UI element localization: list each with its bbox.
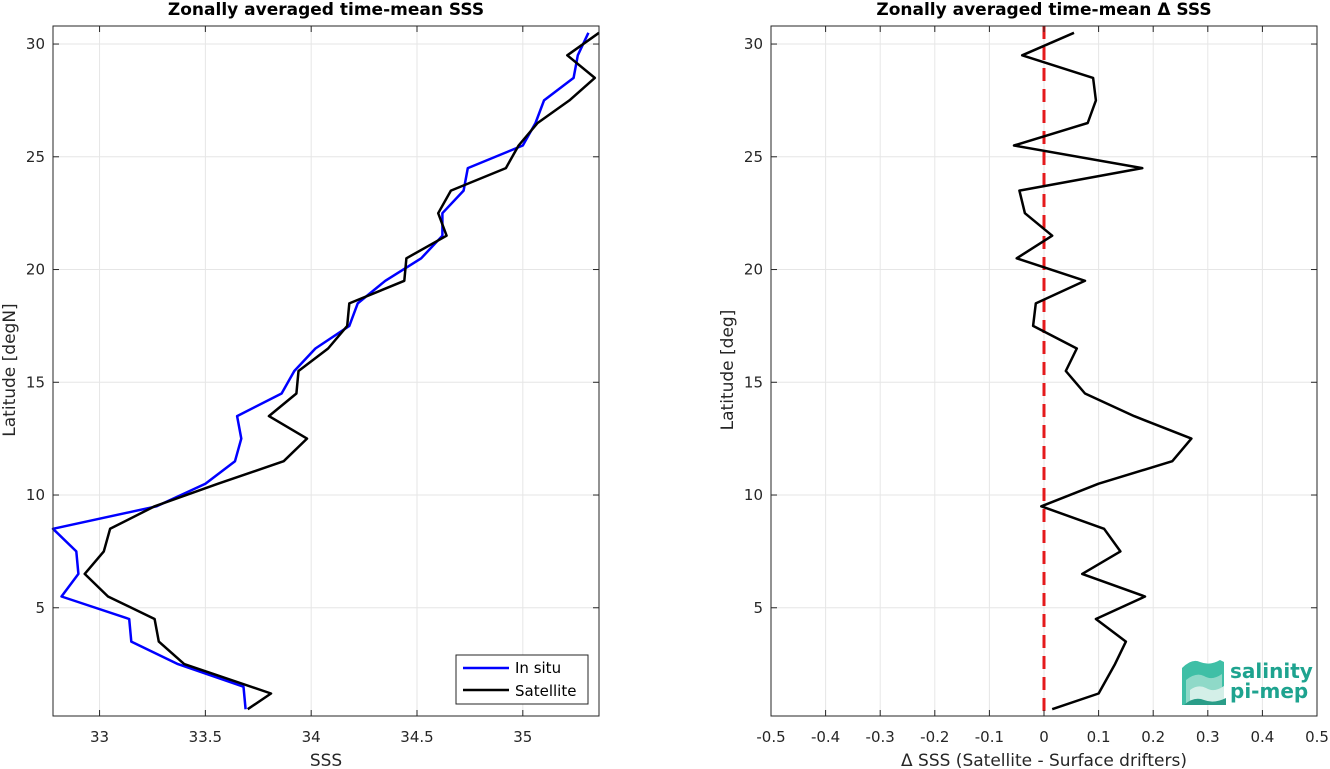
sss-y-axis-label: Latitude [degN] [0,303,20,436]
sss-x-tick-label: 34 [302,728,321,746]
delta-y-tick-label: 10 [744,486,763,504]
legend-label-satellite: Satellite [515,682,576,700]
delta-x-tick-label: -0.3 [866,728,895,746]
legend: In situ Satellite [455,654,589,705]
delta-ticks: -0.5 -0.4 -0.3 -0.2 -0.1 0 0.1 0.2 0.3 0.4 0.5 5 10 1… [744,26,1329,746]
sss-x-tick-label: 35 [513,728,532,746]
delta-y-tick-label: 25 [744,148,763,166]
sss-chart: 33 33.5 34 34.5 35 5 10 15 20 25 30 Zonally averag… [0,0,600,769]
sss-series-group [51,31,600,711]
sss-x-tick-label: 33 [90,728,109,746]
delta-x-tick-label: -0.4 [811,728,840,746]
delta-y-tick-label: 15 [744,373,763,391]
salinity-pimep-logo: salinity pi-mep [1182,659,1313,705]
legend-box [455,654,589,705]
delta-x-tick-label: -0.5 [756,728,785,746]
logo-text-pimep: pi-mep [1230,679,1308,703]
sss-y-tick-label: 5 [35,599,45,617]
sss-axes-frame [52,25,600,717]
delta-y-tick-label: 5 [753,599,763,617]
delta-x-tick-label: 0 [1039,728,1049,746]
delta-x-axis-label: Δ SSS (Satellite - Surface drifters) [901,751,1187,769]
sss-line-satellite [83,31,600,711]
sss-x-axis-label: SSS [310,751,342,769]
sss-y-tick-label: 15 [26,373,45,391]
sss-grid [53,26,599,716]
delta-sss-chart: -0.5 -0.4 -0.3 -0.2 -0.1 0 0.1 0.2 0.3 0.4 0.5 5 10 1… [718,0,1329,769]
sss-y-tick-label: 20 [26,261,45,279]
delta-x-tick-label: -0.1 [975,728,1004,746]
delta-x-tick-label: 0.4 [1250,728,1274,746]
delta-chart-title: Zonally averaged time-mean Δ SSS [876,0,1211,20]
legend-label-in-situ: In situ [515,659,561,677]
delta-y-tick-label: 20 [744,261,763,279]
sss-y-tick-label: 30 [26,35,45,53]
delta-y-axis-label: Latitude [deg] [718,310,738,431]
sss-line-in-situ [51,32,590,710]
delta-x-tick-label: -0.2 [920,728,949,746]
delta-series-group [1012,31,1193,711]
sss-x-tick-label: 34.5 [400,728,433,746]
sss-y-tick-label: 25 [26,148,45,166]
delta-x-tick-label: 0.3 [1196,728,1220,746]
sss-ticks: 33 33.5 34 34.5 35 5 10 15 20 25 30 [26,26,599,746]
delta-x-tick-label: 0.2 [1141,728,1165,746]
logo-text-salinity: salinity [1230,659,1313,683]
delta-x-tick-label: 0.5 [1305,728,1329,746]
sss-y-tick-label: 10 [26,486,45,504]
sss-chart-title: Zonally averaged time-mean SSS [168,0,484,20]
delta-y-tick-label: 30 [744,35,763,53]
delta-line-series-0 [1012,31,1193,711]
wave-logo-icon [1182,660,1226,705]
delta-x-tick-label: 0.1 [1087,728,1111,746]
sss-x-tick-label: 33.5 [189,728,222,746]
